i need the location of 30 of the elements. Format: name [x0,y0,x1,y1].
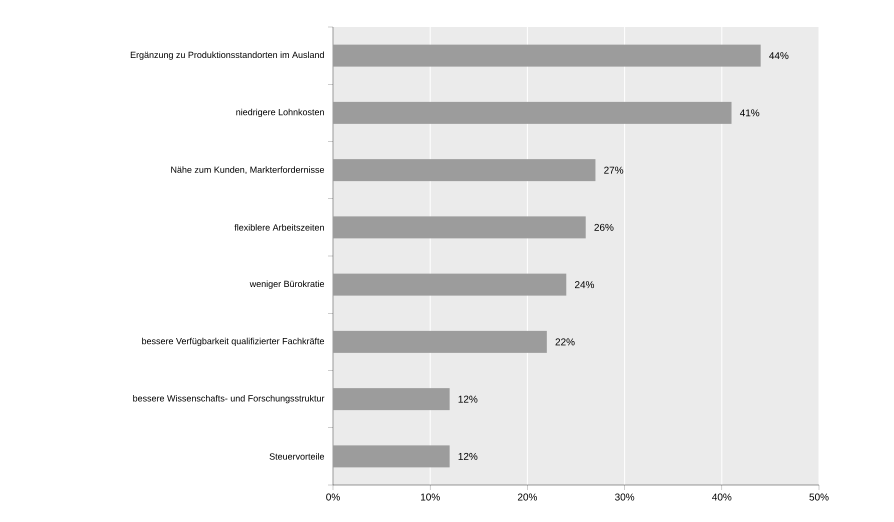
x-tick-label: 50% [809,494,829,501]
x-tick-label: 10% [420,494,440,501]
x-tick-label: 20% [518,494,538,501]
y-tick-label: Nähe zum Kunden, Markterfordernisse [171,166,324,174]
data-label: 41% [740,109,760,116]
y-tick-label: Ergänzung zu Produktionsstandorten im Ausland [130,51,324,60]
y-tick-label: flexiblere Arbeitszeiten [234,224,324,231]
y-tick-label: niedrigere Lohnkosten [236,108,324,118]
y-tick-label: bessere Wissenschafts- und Forschungsstruktur [133,394,324,404]
data-label: 12% [458,452,478,460]
y-tick-label: bessere Verfügbarkeit qualifizierter Fachkräfte [142,338,324,346]
bar [333,216,586,238]
bar [333,274,566,296]
bar [333,44,761,67]
data-label: 22% [556,338,575,346]
x-tick-label: 0% [326,494,340,501]
x-tick-label: 40% [712,494,732,501]
data-label: 24% [574,281,594,288]
data-label: 27% [604,166,624,174]
data-label: 44% [769,52,788,60]
x-tick-label: 30% [615,494,634,501]
data-label: 26% [594,224,614,231]
data-label: 12% [458,396,478,403]
bar [333,102,732,124]
y-tick-label: weniger Bürokratie [250,280,324,289]
bar [333,445,450,468]
y-tick-label: Steuervorteile [270,453,324,460]
bar [333,330,547,353]
bar [333,388,450,410]
bar [333,159,596,182]
